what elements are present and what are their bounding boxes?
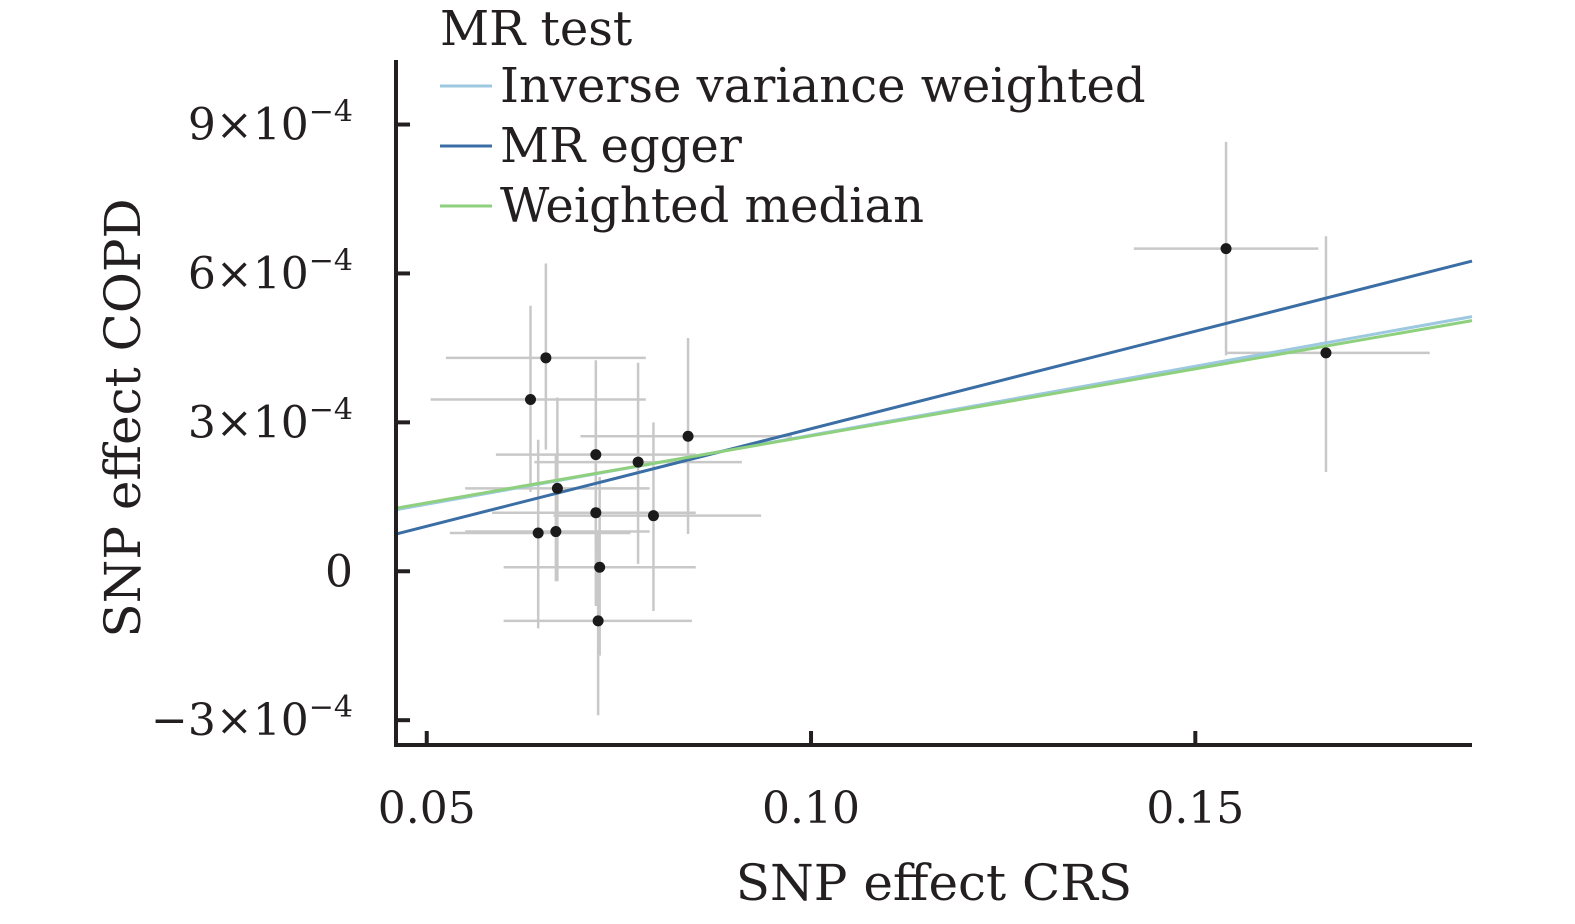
x-tick-label: 0.10 [762, 783, 860, 834]
x-axis-title: SNP effect CRS [736, 854, 1132, 912]
y-tick-label: 9×10−4 [188, 95, 353, 151]
y-axis-ticks: −3×10−4 0 3×10−4 6×10−4 9×10−4 [151, 95, 410, 746]
data-point [550, 526, 562, 538]
data-point [1320, 347, 1332, 359]
data-point [1220, 243, 1232, 255]
legend-label: Inverse variance weighted [500, 58, 1146, 114]
regression-lines [395, 259, 1473, 536]
legend-title: MR test [440, 1, 632, 57]
y-tick-label: 0 [325, 546, 353, 597]
x-tick-label: 0.15 [1146, 783, 1244, 834]
y-axis-title: SNP effect COPD [94, 198, 152, 637]
data-points [525, 243, 1332, 627]
data-point [525, 394, 536, 406]
y-tick-label: 6×10−4 [188, 243, 353, 299]
data-point [590, 507, 602, 519]
data-point [551, 482, 563, 494]
data-point [590, 449, 602, 461]
data-point [632, 456, 644, 468]
data-point [647, 510, 659, 522]
y-tick-label: 3×10−4 [188, 392, 353, 448]
data-point [594, 561, 606, 573]
data-point [682, 430, 694, 442]
data-point [540, 352, 552, 364]
data-point [592, 615, 604, 627]
data-point [532, 527, 544, 539]
regression-line [395, 319, 1473, 510]
y-tick-label: −3×10−4 [151, 690, 353, 746]
x-axis-ticks: 0.05 0.10 0.15 [378, 731, 1244, 834]
legend-label: MR egger [500, 118, 742, 174]
x-tick-label: 0.05 [378, 783, 476, 834]
legend-label: Weighted median [500, 178, 924, 234]
axes [394, 60, 1472, 747]
regression-line [395, 259, 1473, 536]
